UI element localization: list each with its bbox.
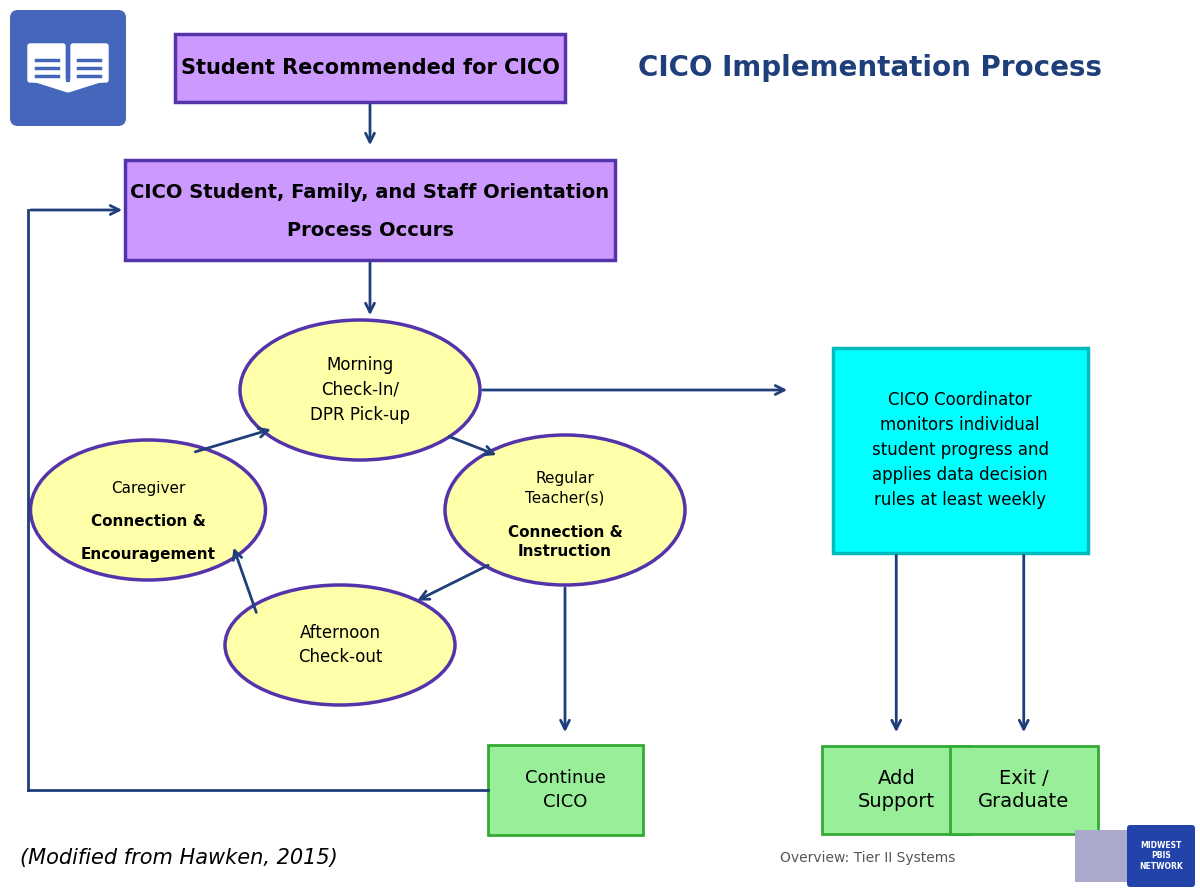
Text: Add
Support: Add Support — [858, 769, 935, 811]
FancyBboxPatch shape — [1075, 830, 1127, 882]
FancyBboxPatch shape — [71, 44, 108, 82]
Ellipse shape — [30, 440, 265, 580]
Text: Morning
Check-In/
DPR Pick-up: Morning Check-In/ DPR Pick-up — [310, 356, 410, 424]
Text: Connection &
Instruction: Connection & Instruction — [508, 525, 623, 559]
Text: MIDWEST
PBIS
NETWORK: MIDWEST PBIS NETWORK — [1139, 841, 1183, 871]
FancyBboxPatch shape — [833, 347, 1087, 552]
FancyBboxPatch shape — [949, 746, 1098, 834]
Text: CICO Implementation Process: CICO Implementation Process — [638, 54, 1102, 82]
FancyBboxPatch shape — [822, 746, 971, 834]
Ellipse shape — [445, 435, 685, 585]
Text: Process Occurs: Process Occurs — [287, 220, 454, 240]
FancyBboxPatch shape — [10, 10, 126, 126]
Ellipse shape — [240, 320, 480, 460]
FancyBboxPatch shape — [125, 160, 616, 260]
Polygon shape — [30, 80, 106, 92]
Text: Afternoon
Check-out: Afternoon Check-out — [298, 624, 382, 666]
FancyBboxPatch shape — [1127, 825, 1195, 887]
Text: Regular
Teacher(s): Regular Teacher(s) — [526, 470, 605, 505]
Ellipse shape — [226, 585, 455, 705]
FancyBboxPatch shape — [175, 34, 565, 102]
Text: CICO Student, Family, and Staff Orientation: CICO Student, Family, and Staff Orientat… — [131, 183, 610, 201]
Text: Connection &: Connection & — [90, 514, 205, 529]
Text: (Modified from Hawken, 2015): (Modified from Hawken, 2015) — [20, 848, 337, 868]
Text: Overview: Tier II Systems: Overview: Tier II Systems — [780, 851, 955, 865]
Text: Caregiver: Caregiver — [110, 480, 185, 495]
Text: Encouragement: Encouragement — [80, 547, 216, 562]
Text: Continue
CICO: Continue CICO — [524, 769, 606, 811]
FancyBboxPatch shape — [487, 745, 642, 835]
Text: Exit /
Graduate: Exit / Graduate — [978, 769, 1069, 811]
Text: Student Recommended for CICO: Student Recommended for CICO — [180, 58, 559, 78]
Text: CICO Coordinator
monitors individual
student progress and
applies data decision
: CICO Coordinator monitors individual stu… — [871, 391, 1049, 509]
FancyBboxPatch shape — [28, 44, 65, 82]
